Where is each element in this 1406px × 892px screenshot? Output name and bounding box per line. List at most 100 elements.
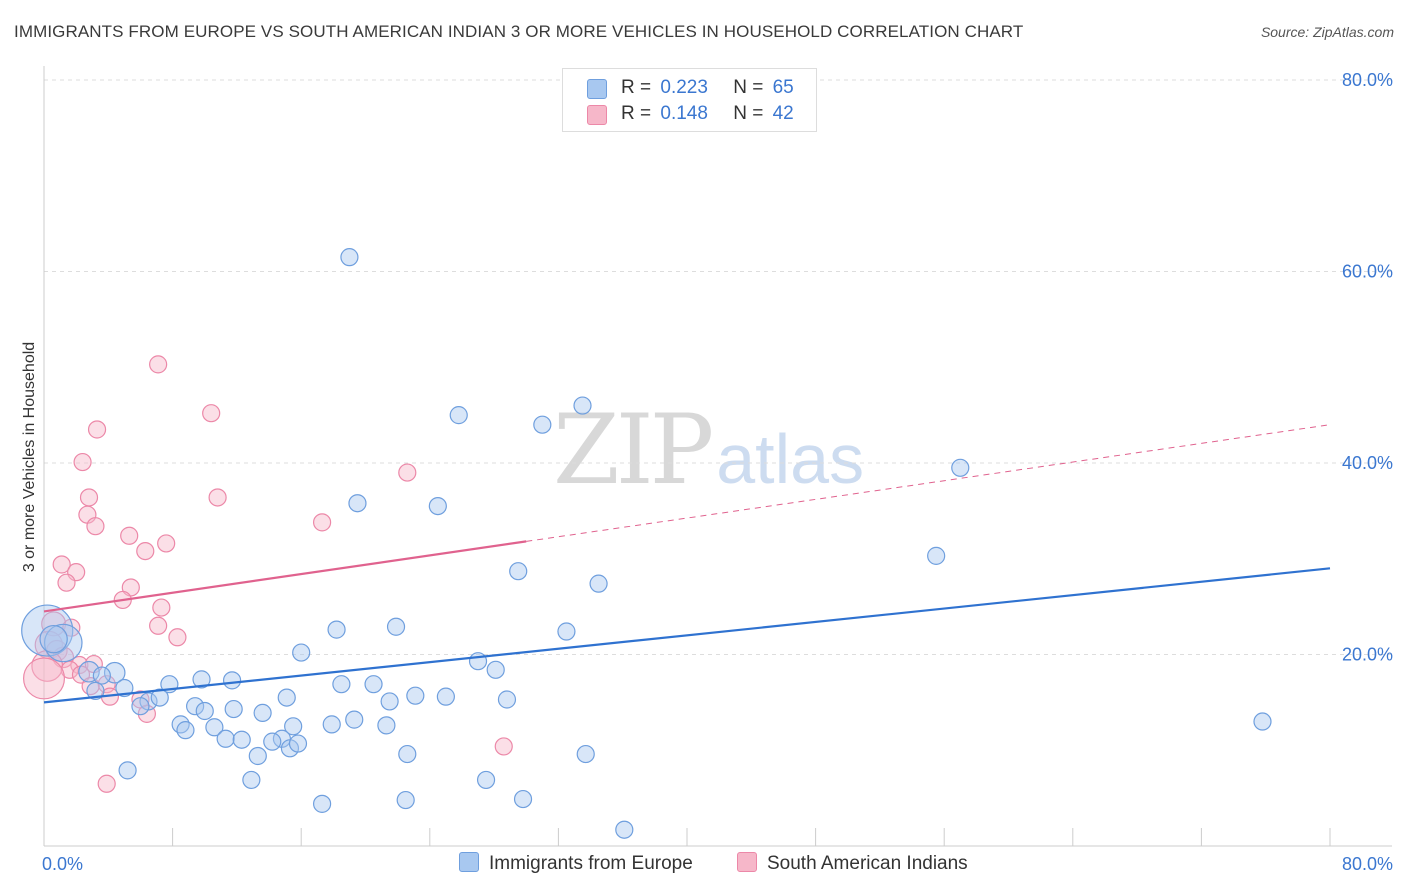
n-label: N = [733,77,764,98]
south-american-indian-point [168,628,187,647]
europe-point [171,715,190,734]
n-value: 65 [772,77,794,98]
europe-point [345,710,364,729]
r-value: 0.223 [660,77,708,98]
watermark-zip: ZIP [553,394,714,506]
europe-point [195,701,214,721]
europe-point [232,730,251,749]
europe-point [398,744,417,764]
legend-label-south-american-indians: South American Indians [767,853,968,874]
europe-point [380,692,399,711]
x-tick-label: 80.0% [1342,854,1393,874]
europe-point [312,794,332,813]
south-american-indian-point [73,452,92,472]
trend-line-europe [43,567,1331,704]
tick-label-layer: 20.0% 40.0% 60.0% 80.0% 0.0% 80.0% [42,70,1393,874]
south-american-indian-point [120,526,139,545]
europe-point [533,415,552,434]
south-american-indian-point [152,598,171,617]
europe-point [21,604,74,657]
legend-swatch-south-american-indians [737,852,757,872]
europe-point [150,688,169,707]
europe-point [284,717,303,736]
europe-point [288,734,308,753]
europe-point [436,687,455,706]
y-tick-label: 40.0% [1342,453,1393,473]
source-label: Source: ZipAtlas.com [1260,24,1394,40]
zipatlas-watermark: ZIPatlas [553,402,864,499]
n-label: N = [733,103,764,124]
n-value: 42 [772,103,794,124]
south-american-indian-point [87,420,107,439]
trend-line-extension-south-american-indians [526,424,1331,542]
europe-point [557,622,576,641]
series-legend-south-american-indians[interactable]: South American Indians [737,852,968,875]
y-tick-label: 20.0% [1342,645,1393,665]
europe-point [340,248,359,267]
legend-swatch-europe [587,79,607,99]
trend-line-south-american-indians [43,540,527,613]
europe-point [348,494,367,513]
europe-point [332,675,351,694]
europe-point [386,617,406,636]
europe-point [428,496,447,516]
south-american-indian-point [79,488,99,507]
r-value: 0.148 [660,103,708,124]
europe-point [327,620,346,639]
europe-point [242,770,261,790]
europe-point [176,721,195,740]
europe-point [576,744,595,764]
south-american-indian-point [97,774,116,793]
europe-point [927,546,946,565]
europe-point [573,396,592,415]
points-layer [21,248,1272,839]
europe-point [449,406,468,425]
europe-point [253,703,272,723]
europe-point [248,746,267,766]
europe-point [322,715,341,734]
europe-point [263,732,282,751]
grid-layer [44,79,1392,655]
europe-point [509,562,528,581]
south-american-indian-point [202,404,221,423]
south-american-indian-point [157,534,176,553]
axis-layer [43,66,1392,847]
series-legend-europe[interactable]: Immigrants from Europe [459,852,693,875]
south-american-indian-point [136,541,155,561]
south-american-indian-point [312,513,332,532]
south-american-indian-point [86,517,105,536]
south-american-indian-point [494,737,513,756]
europe-point [216,729,235,748]
trend-layer [43,424,1331,704]
europe-point [222,671,242,690]
r-label: R = [621,77,652,98]
europe-point [364,675,383,694]
r-label: R = [621,103,652,124]
south-american-indian-point [52,555,71,574]
legend-stats-south-american-indians: R = 0.148 N = 42 [621,103,794,125]
legend-swatch-europe [459,852,479,872]
south-american-indian-point [60,660,79,679]
europe-point [396,790,415,810]
europe-point [476,770,496,790]
y-tick-label: 60.0% [1342,262,1393,282]
europe-point [951,458,970,477]
europe-point [615,820,634,839]
europe-point [92,666,111,685]
south-american-indian-point [23,657,65,700]
south-american-indian-point [62,618,81,637]
y-tick-label: 80.0% [1342,70,1393,90]
south-american-indian-point [149,616,168,635]
watermark-atlas: atlas [716,420,865,498]
europe-point [131,697,150,716]
europe-point [118,761,137,780]
south-american-indian-point [57,573,76,592]
europe-point [205,718,224,737]
europe-point [377,716,396,735]
europe-point [486,660,505,679]
europe-point [589,574,608,593]
europe-point [513,789,533,809]
europe-point [497,690,517,709]
europe-point [406,686,425,705]
